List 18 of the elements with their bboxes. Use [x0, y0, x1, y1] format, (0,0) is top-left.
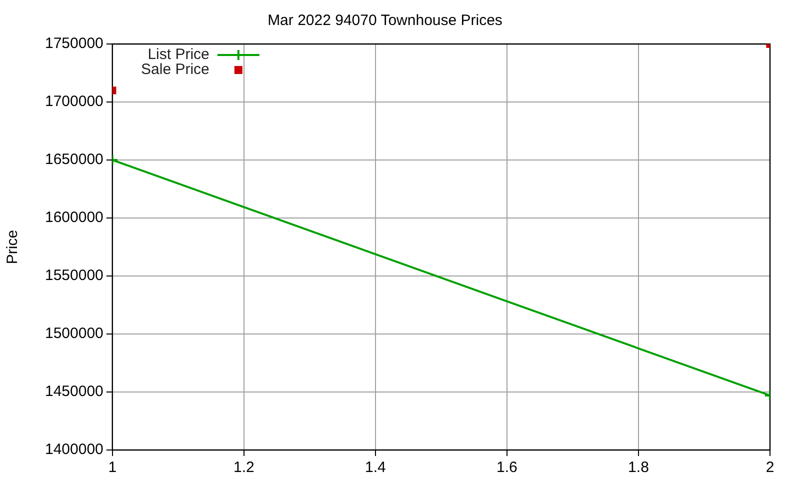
x-tick-label: 1.2 [233, 459, 254, 476]
legend-label: List Price [148, 46, 210, 64]
y-axis-title: Price [4, 230, 22, 264]
y-tick-label: 1700000 [44, 93, 104, 110]
y-tick-label: 1600000 [44, 209, 104, 226]
y-tick-label: 1500000 [44, 325, 104, 342]
y-tick-label: 1400000 [44, 441, 104, 458]
y-tick-label: 1750000 [44, 35, 104, 52]
x-tick-label: 1.4 [365, 459, 386, 476]
x-tick-label: 1.6 [496, 459, 518, 476]
x-tick-label: 1 [108, 459, 117, 476]
chart-title: Mar 2022 94070 Townhouse Prices [268, 12, 502, 30]
x-tick-label: 2 [766, 459, 774, 476]
y-tick-label: 1450000 [44, 383, 104, 400]
y-tick-label: 1550000 [44, 267, 104, 284]
legend-label: Sale Price [141, 61, 210, 78]
x-tick-label: 1.8 [628, 459, 649, 476]
y-tick-label: 1650000 [44, 151, 104, 168]
